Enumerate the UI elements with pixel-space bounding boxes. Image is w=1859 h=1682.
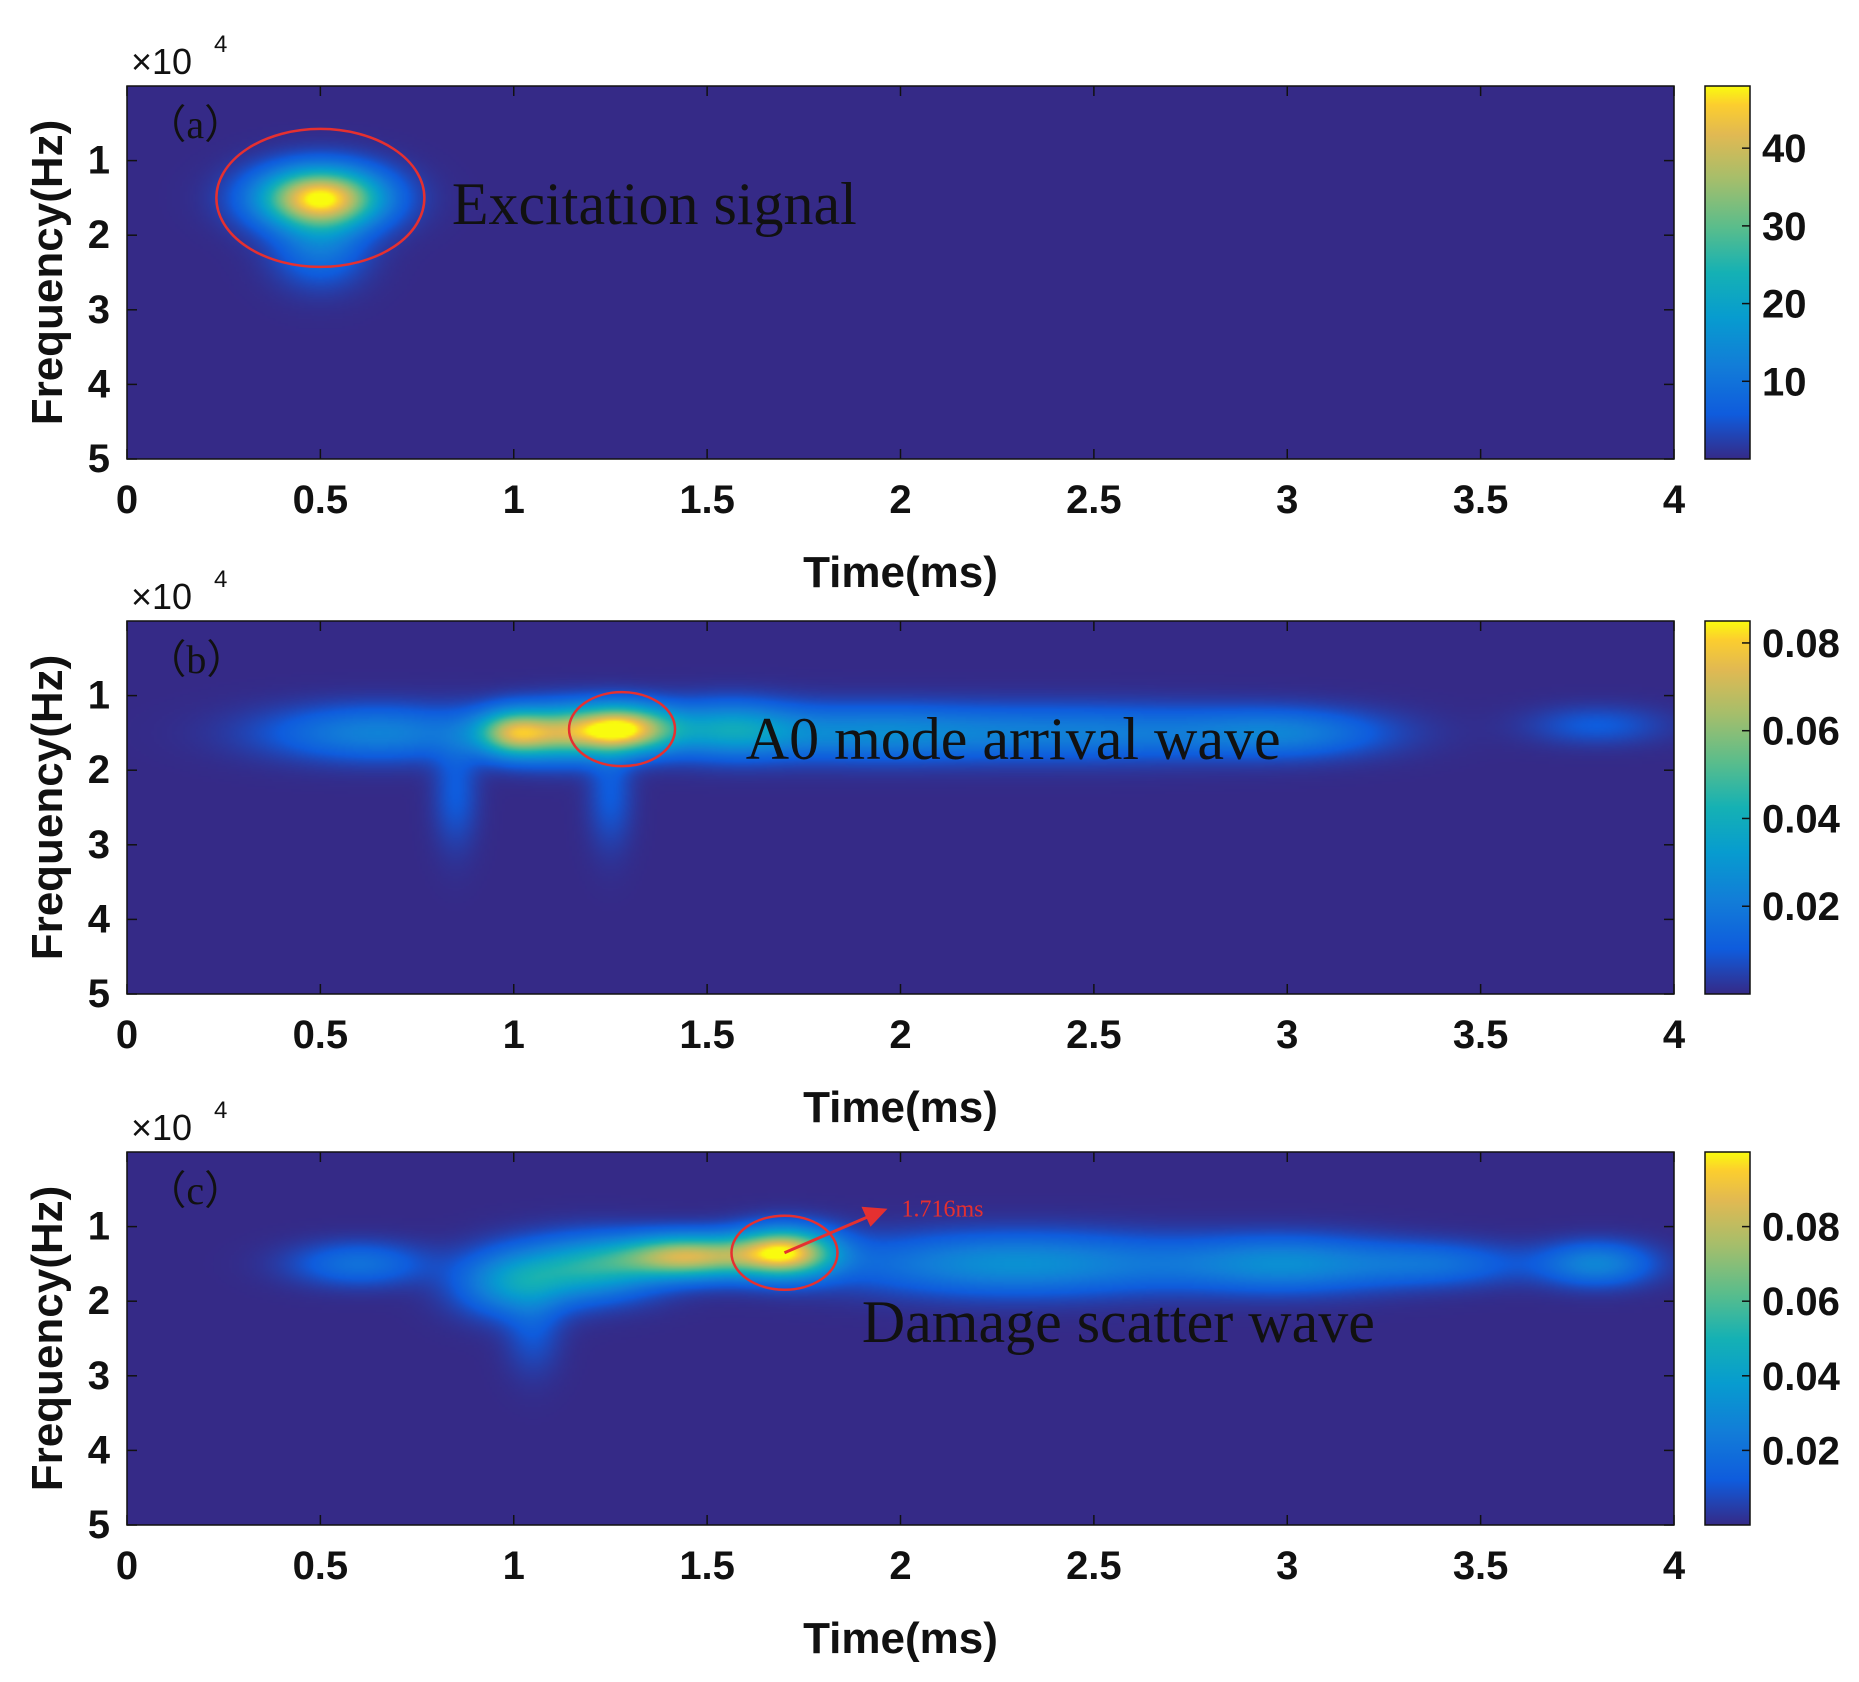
colorbar-tick-label: 0.06 bbox=[1762, 710, 1840, 754]
x-tick-label: 1.5 bbox=[679, 1544, 735, 1588]
y-tick-label: 3 bbox=[88, 823, 110, 867]
colorbar-tick-label: 20 bbox=[1762, 283, 1807, 327]
colorbar-tick-label: 30 bbox=[1762, 205, 1807, 249]
x-tick-label: 3 bbox=[1276, 1013, 1298, 1057]
y-tick-label: 1 bbox=[88, 1205, 110, 1249]
panel-a: 0 0.5 1 1.5 2 2.5 3 3.5 4 1 2 3 4 5 Time(ms) Frequency(… bbox=[23, 31, 1807, 597]
panel-label: （b） bbox=[146, 637, 246, 682]
y-tick-label: 1 bbox=[88, 674, 110, 718]
x-tick-label: 3 bbox=[1276, 478, 1298, 522]
heatmap-image bbox=[127, 1152, 1674, 1525]
colorbar-tick-label: 0.04 bbox=[1762, 1355, 1841, 1399]
x-tick-label: 1 bbox=[503, 478, 525, 522]
y-tick-label: 2 bbox=[88, 1279, 110, 1323]
x-tick-label: 2 bbox=[889, 1013, 911, 1057]
x-tick-label: 2 bbox=[889, 1544, 911, 1588]
colorbar bbox=[1704, 85, 1751, 460]
x-tick-label: 0.5 bbox=[293, 1013, 349, 1057]
x-tick-label: 2.5 bbox=[1066, 1544, 1122, 1588]
colorbar-tick-label: 0.08 bbox=[1762, 1206, 1840, 1250]
x-tick-label: 1.5 bbox=[679, 478, 735, 522]
annotation-text: Damage scatter wave bbox=[862, 1289, 1375, 1355]
colorbar bbox=[1704, 620, 1751, 995]
colorbar-tick-label: 0.02 bbox=[1762, 885, 1840, 929]
heatmap-image bbox=[127, 621, 1674, 994]
y-axis-label: Frequency(Hz) bbox=[23, 120, 72, 426]
x-tick-label: 0 bbox=[116, 478, 138, 522]
axis-multiplier-exponent: 4 bbox=[214, 566, 227, 593]
heatmap-image bbox=[127, 86, 1674, 459]
x-tick-label: 2.5 bbox=[1066, 478, 1122, 522]
panel-label: （c） bbox=[146, 1168, 244, 1213]
marker-arrow-head bbox=[861, 1206, 888, 1227]
x-tick-label: 3 bbox=[1276, 1544, 1298, 1588]
colorbar-tick-label: 0.04 bbox=[1762, 797, 1841, 841]
y-tick-label: 4 bbox=[88, 1428, 111, 1472]
colorbar-tick-label: 0.08 bbox=[1762, 622, 1840, 666]
axis-multiplier: ×10 bbox=[131, 1107, 192, 1148]
colorbar-tick-label: 0.06 bbox=[1762, 1280, 1840, 1324]
highlight-ellipse bbox=[567, 690, 677, 768]
y-tick-label: 5 bbox=[88, 437, 110, 481]
x-tick-label: 3.5 bbox=[1453, 1544, 1509, 1588]
marker-arrow-line bbox=[783, 1211, 879, 1255]
x-tick-label: 2.5 bbox=[1066, 1013, 1122, 1057]
y-tick-label: 1 bbox=[88, 139, 110, 183]
y-axis-label: Frequency(Hz) bbox=[23, 655, 72, 961]
y-tick-label: 3 bbox=[88, 1354, 110, 1398]
y-axis-label: Frequency(Hz) bbox=[23, 1186, 72, 1492]
y-tick-label: 5 bbox=[88, 972, 110, 1016]
x-tick-label: 0 bbox=[116, 1544, 138, 1588]
annotation-text: A0 mode arrival wave bbox=[746, 706, 1281, 772]
y-tick-label: 2 bbox=[88, 748, 110, 792]
x-tick-label: 3.5 bbox=[1453, 478, 1509, 522]
panel-c: 0 0.5 1 1.5 2 2.5 3 3.5 4 1 2 3 4 5 Time(ms) Frequency(… bbox=[23, 1097, 1841, 1663]
x-axis-label: Time(ms) bbox=[803, 1614, 998, 1663]
x-tick-label: 1 bbox=[503, 1013, 525, 1057]
y-tick-label: 3 bbox=[88, 288, 110, 332]
x-tick-label: 4 bbox=[1663, 478, 1686, 522]
y-tick-label: 4 bbox=[88, 897, 111, 941]
x-tick-label: 4 bbox=[1663, 1544, 1686, 1588]
axis-multiplier-exponent: 4 bbox=[214, 1097, 227, 1124]
y-tick-label: 4 bbox=[88, 362, 111, 406]
colorbar-tick-label: 10 bbox=[1762, 360, 1807, 404]
panel-b: 0 0.5 1 1.5 2 2.5 3 3.5 4 1 2 3 4 5 Time(ms) Frequency(… bbox=[23, 566, 1841, 1132]
y-tick-label: 2 bbox=[88, 213, 110, 257]
x-axis-label: Time(ms) bbox=[803, 1083, 998, 1132]
highlight-ellipse bbox=[215, 127, 426, 269]
x-axis-label: Time(ms) bbox=[803, 548, 998, 597]
highlight-ellipse bbox=[730, 1214, 839, 1291]
colorbar-tick-label: 0.02 bbox=[1762, 1429, 1840, 1473]
marker-label: 1.716ms bbox=[901, 1197, 983, 1223]
axis-multiplier: ×10 bbox=[131, 576, 192, 617]
axis-multiplier-exponent: 4 bbox=[214, 31, 227, 58]
annotation-text: Excitation signal bbox=[452, 171, 857, 237]
panel-label: （a） bbox=[146, 102, 244, 147]
colorbar-tick-label: 40 bbox=[1762, 127, 1807, 171]
x-tick-label: 4 bbox=[1663, 1013, 1686, 1057]
colorbar bbox=[1704, 1151, 1751, 1526]
x-tick-label: 0.5 bbox=[293, 478, 349, 522]
x-tick-label: 3.5 bbox=[1453, 1013, 1509, 1057]
x-tick-label: 1.5 bbox=[679, 1013, 735, 1057]
x-tick-label: 1 bbox=[503, 1544, 525, 1588]
axis-multiplier: ×10 bbox=[131, 41, 192, 82]
y-tick-label: 5 bbox=[88, 1503, 110, 1547]
x-tick-label: 0.5 bbox=[293, 1544, 349, 1588]
x-tick-label: 0 bbox=[116, 1013, 138, 1057]
x-tick-label: 2 bbox=[889, 478, 911, 522]
